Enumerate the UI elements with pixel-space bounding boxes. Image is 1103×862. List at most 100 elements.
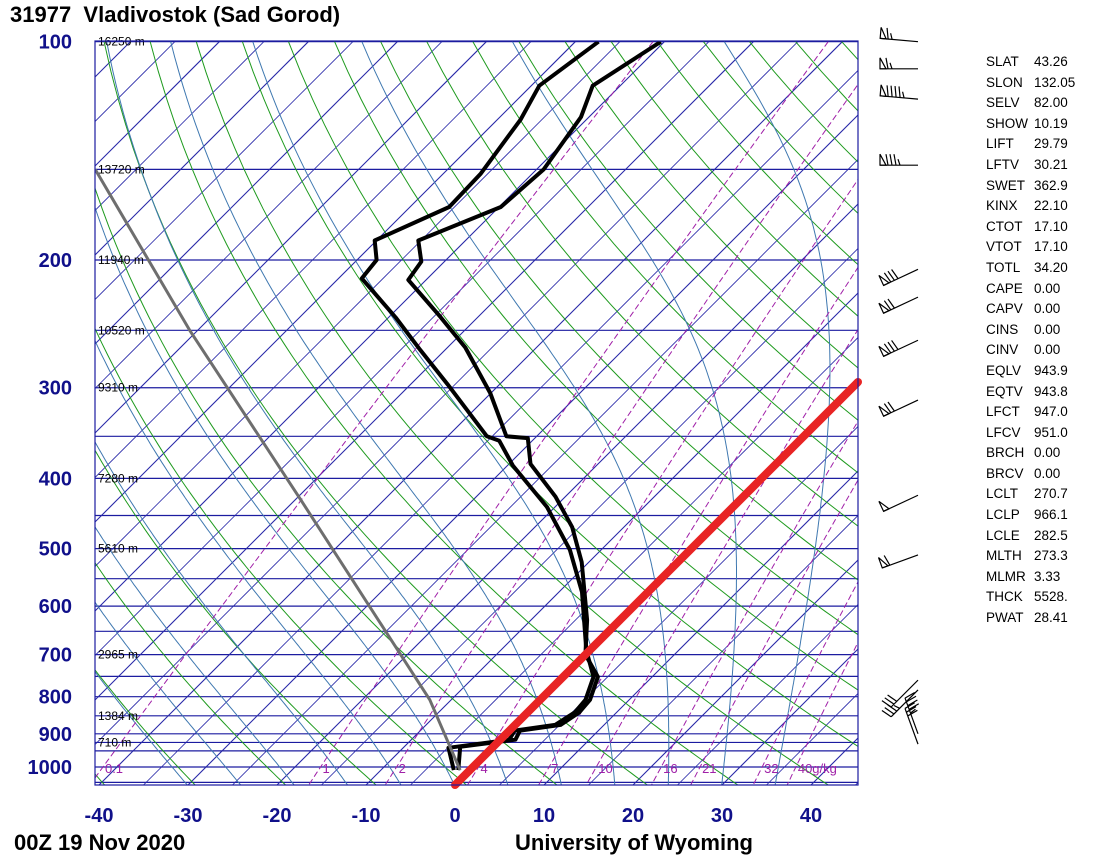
index-row: SLON 132.05: [986, 73, 1075, 94]
mixing-ratio-label: 4: [480, 761, 487, 776]
isotherm-line: [95, 41, 443, 390]
isotherm-line: [142, 69, 858, 785]
station-name: Vladivostok (Sad Gorod): [83, 2, 341, 27]
index-row: CINS 0.00: [986, 320, 1075, 341]
isotherm-line: [320, 247, 858, 785]
barb-flag: [877, 557, 890, 569]
index-row: EQTV 943.8: [986, 382, 1075, 403]
index-row: TOTL 34.20: [986, 258, 1075, 279]
moist-adiabat-line: [361, 41, 670, 785]
wind-barb: [904, 691, 920, 735]
index-row: LFTV 30.21: [986, 155, 1075, 176]
barb-half: [897, 158, 901, 166]
mixing-ratio-line: [752, 580, 858, 785]
index-row: KINX 22.10: [986, 196, 1075, 217]
barb-staff: [904, 697, 919, 735]
barb-half: [910, 708, 916, 714]
wind-barb: [879, 84, 919, 100]
dry-adiabat-line: [95, 773, 106, 785]
isotherm-line: [95, 41, 265, 212]
index-key: MLTH: [986, 548, 1022, 564]
wind-barbs: [877, 27, 920, 745]
barb-full: [893, 154, 897, 166]
barb-full: [907, 709, 918, 717]
index-value: 10.19: [1034, 115, 1068, 131]
mixing-ratio-line: [538, 266, 858, 785]
height-label: 11940 m: [98, 253, 144, 267]
mixing-ratio-line: [786, 641, 858, 785]
dry-adiabat-line: [95, 669, 196, 785]
moist-adiabat-line: [95, 441, 349, 785]
mixing-ratio-label: 16: [663, 761, 677, 776]
mixing-ratio-label: 10: [598, 761, 612, 776]
height-label: 5610 m: [98, 542, 138, 556]
index-row: PWAT 28.41: [986, 608, 1075, 629]
dry-adiabat-line: [380, 41, 858, 581]
y-tick-label: 500: [39, 539, 72, 561]
isotherm-line: [721, 648, 858, 785]
index-row: LIFT 29.79: [986, 134, 1075, 155]
index-row: LFCV 951.0: [986, 423, 1075, 444]
barb-full: [884, 707, 895, 715]
barb-full: [883, 300, 892, 311]
index-key: CAPV: [986, 301, 1023, 317]
index-key: LFTV: [986, 156, 1020, 172]
index-row: SLAT 43.26: [986, 52, 1075, 73]
y-tick-label: 1000: [28, 757, 73, 779]
barb-full: [906, 695, 917, 703]
height-label: 16250 m: [98, 35, 145, 49]
index-value: 0.00: [1034, 280, 1061, 296]
barb-flag: [878, 345, 891, 358]
index-key: BRCV: [986, 465, 1024, 481]
y-tick-label: 200: [39, 250, 72, 272]
barb-full: [886, 27, 889, 40]
mixing-ratio-line: [308, 41, 829, 785]
index-row: MLTH 273.3: [986, 546, 1075, 567]
mixing-ratio-line: [585, 328, 858, 785]
x-tick-label: 30: [711, 805, 733, 827]
index-row: CTOT 17.10: [986, 217, 1075, 238]
dry-adiabat-line: [472, 41, 858, 474]
barb-flag: [879, 27, 888, 40]
index-value: 270.7: [1034, 486, 1068, 502]
mixing-ratio-label: 2: [399, 761, 406, 776]
y-tick-label: 600: [39, 596, 72, 618]
index-value: 17.10: [1034, 239, 1068, 255]
temperature-trace: [406, 41, 662, 771]
isotherm-line: [95, 41, 398, 345]
index-key: EQTV: [986, 383, 1023, 399]
mixing-ratio-line: [466, 178, 858, 785]
isotherm-line: [95, 41, 354, 301]
wind-barb: [881, 689, 919, 718]
station-id: 31977: [10, 2, 72, 27]
barb-full: [889, 154, 893, 166]
index-value: 951.0: [1034, 424, 1068, 440]
barb-flag: [879, 84, 888, 98]
index-key: EQLV: [986, 362, 1022, 378]
index-key: KINX: [986, 198, 1018, 214]
barb-full: [883, 272, 892, 283]
index-value: 943.8: [1034, 383, 1068, 399]
isotherm-line: [95, 41, 487, 434]
barb-full: [887, 270, 895, 281]
index-key: LCLE: [986, 527, 1020, 543]
index-row: THCK 5528.: [986, 587, 1075, 608]
index-row: SWET 362.9: [986, 176, 1075, 197]
isotherm-line: [231, 158, 858, 785]
isotherm-line: [95, 41, 799, 746]
isotherm-line: [276, 203, 858, 785]
barb-full: [886, 85, 889, 97]
index-row: CINV 0.00: [986, 340, 1075, 361]
index-value: 22.10: [1034, 198, 1068, 214]
isotherm-line: [543, 470, 858, 785]
index-value: 3.33: [1034, 568, 1061, 584]
barb-full: [891, 269, 899, 279]
index-row: LCLP 966.1: [986, 505, 1075, 526]
index-key: VTOT: [986, 239, 1022, 255]
height-label: 710 m: [98, 735, 131, 749]
height-labels: 16250 m 13720 m 11940 m 10520 m 9310 m 7280 m…: [98, 35, 145, 750]
index-key: CTOT: [986, 218, 1023, 234]
index-row: CAPE 0.00: [986, 279, 1075, 300]
index-value: 0.00: [1034, 301, 1061, 317]
index-value: 282.5: [1034, 527, 1068, 543]
